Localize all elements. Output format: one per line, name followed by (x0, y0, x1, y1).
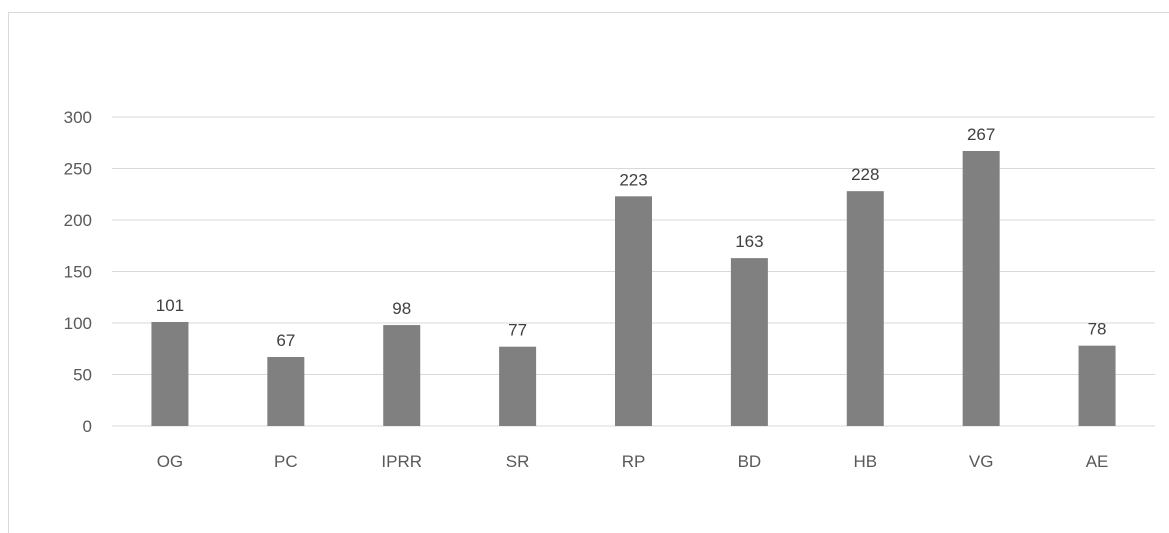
category-label-iprr: IPRR (381, 452, 422, 471)
bar-rp (615, 196, 652, 426)
category-label-pc: PC (274, 452, 298, 471)
x-axis-categories: OG PC IPRR SR RP BD HB VG AE (157, 452, 1109, 471)
bar-bd (730, 258, 768, 426)
data-label-pc: 67 (276, 331, 295, 350)
bars (151, 150, 1116, 427)
y-tick-label: 300 (64, 108, 92, 127)
data-label-sr: 77 (508, 321, 527, 340)
y-axis-ticks: 0 50 100 150 200 250 300 (64, 108, 92, 436)
data-labels: 101 67 98 77 223 163 228 267 78 (156, 125, 1107, 350)
data-label-iprr: 98 (392, 299, 411, 318)
category-label-vg: VG (969, 452, 994, 471)
category-label-rp: RP (622, 452, 646, 471)
data-label-bd: 163 (735, 232, 763, 251)
data-label-hb: 228 (851, 165, 879, 184)
data-label-vg: 267 (967, 125, 995, 144)
data-label-rp: 223 (619, 170, 647, 189)
y-tick-label: 150 (64, 263, 92, 282)
y-tick-label: 0 (83, 417, 92, 436)
category-label-hb: HB (853, 452, 877, 471)
bar-og (151, 321, 189, 426)
y-tick-label: 50 (73, 366, 92, 385)
category-label-og: OG (157, 452, 183, 471)
bar-iprr (383, 325, 421, 426)
bar-hb (846, 191, 884, 426)
bar-vg (962, 150, 1000, 427)
category-label-ae: AE (1086, 452, 1109, 471)
data-label-og: 101 (156, 296, 184, 315)
data-label-ae: 78 (1088, 320, 1107, 339)
bar-ae (1078, 345, 1116, 426)
bar-pc (267, 356, 305, 426)
y-tick-label: 200 (64, 211, 92, 230)
bar-sr (499, 346, 537, 426)
y-tick-label: 100 (64, 314, 92, 333)
category-label-sr: SR (506, 452, 530, 471)
y-tick-label: 250 (64, 160, 92, 179)
category-label-bd: BD (738, 452, 762, 471)
